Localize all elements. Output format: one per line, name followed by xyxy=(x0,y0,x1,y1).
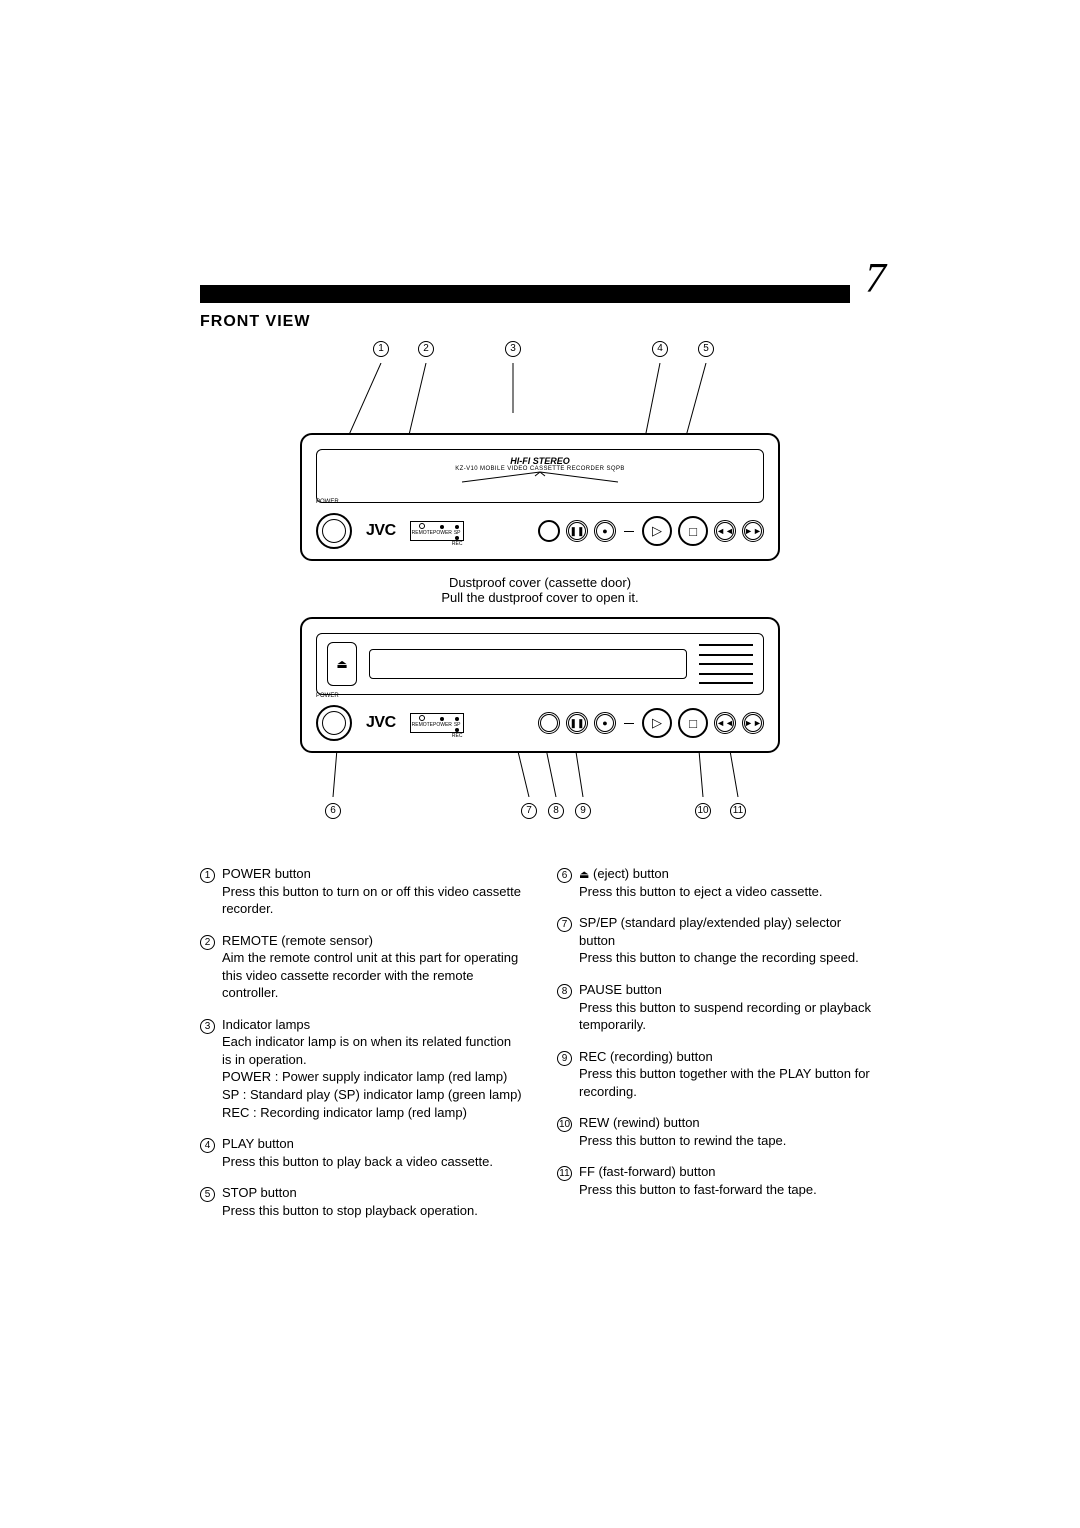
callout-9: 9 xyxy=(575,803,591,819)
callout-11: 11 xyxy=(730,803,746,819)
brand-logo: JVC xyxy=(366,522,396,540)
desc-item-7: 7SP/EP (standard play/extended play) sel… xyxy=(557,914,880,967)
desc-body-6: Press this button to eject a video casse… xyxy=(579,883,880,901)
transport-group: ❚❚ ● ▷ □ ◄◄ ►► xyxy=(538,516,764,546)
desc-item-2: 2REMOTE (remote sensor)Aim the remote co… xyxy=(200,932,523,1002)
pause-button[interactable]: ❚❚ xyxy=(566,520,588,542)
ff-button-2[interactable]: ►► xyxy=(742,712,764,734)
desc-item-8: 8PAUSE buttonPress this button to suspen… xyxy=(557,981,880,1034)
power-label: POWER xyxy=(316,499,339,505)
callouts-bottom: 6 789 10 11 xyxy=(300,803,780,825)
desc-title-5: STOP button xyxy=(222,1184,523,1202)
descriptions-right: 6⏏ (eject) buttonPress this button to ej… xyxy=(557,865,880,1233)
dustproof-arrow xyxy=(460,470,620,484)
cassette-slot xyxy=(369,649,687,679)
callouts-top: 1 2 3 4 5 xyxy=(300,341,780,363)
leader-lines-top xyxy=(300,363,780,433)
device-closed: HI-FI STEREO KZ-V10 MOBILE VIDEO CASSETT… xyxy=(300,433,780,561)
spep-button-2[interactable] xyxy=(538,712,560,734)
callout-2: 2 xyxy=(418,341,434,357)
desc-title-2: REMOTE (remote sensor) xyxy=(222,932,523,950)
rec-button-2[interactable]: ● xyxy=(594,712,616,734)
cassette-door-closed: HI-FI STEREO KZ-V10 MOBILE VIDEO CASSETT… xyxy=(316,449,764,503)
transport-group-2: ❚❚ ● ▷ □ ◄◄ ►► xyxy=(538,708,764,738)
device-open: ⏏ POWER JVC REMOTE POWER SP REC ❚❚ ● ▷ xyxy=(300,617,780,753)
ff-button[interactable]: ►► xyxy=(742,520,764,542)
eject-button[interactable]: ⏏ xyxy=(327,642,357,686)
desc-title-9: REC (recording) button xyxy=(579,1048,880,1066)
desc-title-7: SP/EP (standard play/extended play) sele… xyxy=(579,914,880,949)
button-row-closed: JVC REMOTE POWER SP REC ❚❚ ● ▷ □ ◄◄ ►► xyxy=(316,513,764,549)
callout-6: 6 xyxy=(325,803,341,819)
caption-line-2: Pull the dustproof cover to open it. xyxy=(300,590,780,605)
speaker-grille xyxy=(699,644,753,684)
stop-button[interactable]: □ xyxy=(678,516,708,546)
play-button-2[interactable]: ▷ xyxy=(642,708,672,738)
rec-button[interactable]: ● xyxy=(594,520,616,542)
desc-title-11: FF (fast-forward) button xyxy=(579,1163,880,1181)
desc-body-8: Press this button to suspend recording o… xyxy=(579,999,880,1034)
desc-body-7: Press this button to change the recordin… xyxy=(579,949,880,967)
desc-item-6: 6⏏ (eject) buttonPress this button to ej… xyxy=(557,865,880,900)
page-number: 7 xyxy=(861,255,890,303)
power-button-2[interactable] xyxy=(316,705,352,741)
spep-button[interactable] xyxy=(538,520,560,542)
cassette-door-open: ⏏ xyxy=(316,633,764,695)
brand-logo-2: JVC xyxy=(366,714,396,732)
desc-item-10: 10REW (rewind) buttonPress this button t… xyxy=(557,1114,880,1149)
desc-item-3: 3Indicator lampsEach indicator lamp is o… xyxy=(200,1016,523,1121)
caption-line-1: Dustproof cover (cassette door) xyxy=(300,575,780,590)
callout-7: 7 xyxy=(521,803,537,819)
desc-body-5: Press this button to stop playback opera… xyxy=(222,1202,523,1220)
desc-body-9: Press this button together with the PLAY… xyxy=(579,1065,880,1100)
desc-title-1: POWER button xyxy=(222,865,523,883)
desc-body-4: Press this button to play back a video c… xyxy=(222,1153,523,1171)
power-lamp: POWER xyxy=(433,525,452,536)
callout-10: 10 xyxy=(695,803,711,819)
power-label-2: POWER xyxy=(316,693,339,699)
callout-4: 4 xyxy=(652,341,668,357)
desc-body-10: Press this button to rewind the tape. xyxy=(579,1132,880,1150)
desc-body-1: Press this button to turn on or off this… xyxy=(222,883,523,918)
descriptions: 1POWER buttonPress this button to turn o… xyxy=(200,865,880,1233)
desc-title-6: ⏏ (eject) button xyxy=(579,865,880,883)
play-button[interactable]: ▷ xyxy=(642,516,672,546)
desc-body-11: Press this button to fast-forward the ta… xyxy=(579,1181,880,1199)
callout-1: 1 xyxy=(373,341,389,357)
desc-item-9: 9REC (recording) buttonPress this button… xyxy=(557,1048,880,1101)
hifi-stereo-label: HI-FI STEREO xyxy=(455,456,625,466)
callout-3: 3 xyxy=(505,341,521,357)
desc-item-1: 1POWER buttonPress this button to turn o… xyxy=(200,865,523,918)
desc-body-2: Aim the remote control unit at this part… xyxy=(222,949,523,1002)
desc-title-4: PLAY button xyxy=(222,1135,523,1153)
desc-item-5: 5STOP buttonPress this button to stop pl… xyxy=(200,1184,523,1219)
desc-title-8: PAUSE button xyxy=(579,981,880,999)
stop-button-2[interactable]: □ xyxy=(678,708,708,738)
descriptions-left: 1POWER buttonPress this button to turn o… xyxy=(200,865,523,1233)
power-button[interactable] xyxy=(316,513,352,549)
desc-title-10: REW (rewind) button xyxy=(579,1114,880,1132)
rew-button[interactable]: ◄◄ xyxy=(714,520,736,542)
sp-lamp: SP xyxy=(452,525,463,536)
desc-item-11: 11FF (fast-forward) buttonPress this but… xyxy=(557,1163,880,1198)
remote-sensor-label: REMOTE xyxy=(412,523,433,536)
callout-5: 5 xyxy=(698,341,714,357)
header-rule xyxy=(200,285,850,303)
desc-title-3: Indicator lamps xyxy=(222,1016,523,1034)
indicator-lamps-2: REMOTE POWER SP REC xyxy=(410,713,464,733)
desc-body-3: Each indicator lamp is on when its relat… xyxy=(222,1033,523,1121)
page: 7 FRONT VIEW 1 2 3 4 5 HI-FI STEREO KZ-V10 M… xyxy=(200,285,880,1233)
rew-button-2[interactable]: ◄◄ xyxy=(714,712,736,734)
callout-8: 8 xyxy=(548,803,564,819)
pause-button-2[interactable]: ❚❚ xyxy=(566,712,588,734)
button-row-open: JVC REMOTE POWER SP REC ❚❚ ● ▷ □ ◄◄ ►► xyxy=(316,705,764,741)
indicator-lamps: REMOTE POWER SP REC xyxy=(410,521,464,541)
leader-lines-bottom xyxy=(300,753,780,797)
desc-item-4: 4PLAY buttonPress this button to play ba… xyxy=(200,1135,523,1170)
section-title: FRONT VIEW xyxy=(200,313,880,331)
mid-caption: Dustproof cover (cassette door) Pull the… xyxy=(300,575,780,605)
rec-lamp: REC xyxy=(452,536,463,547)
